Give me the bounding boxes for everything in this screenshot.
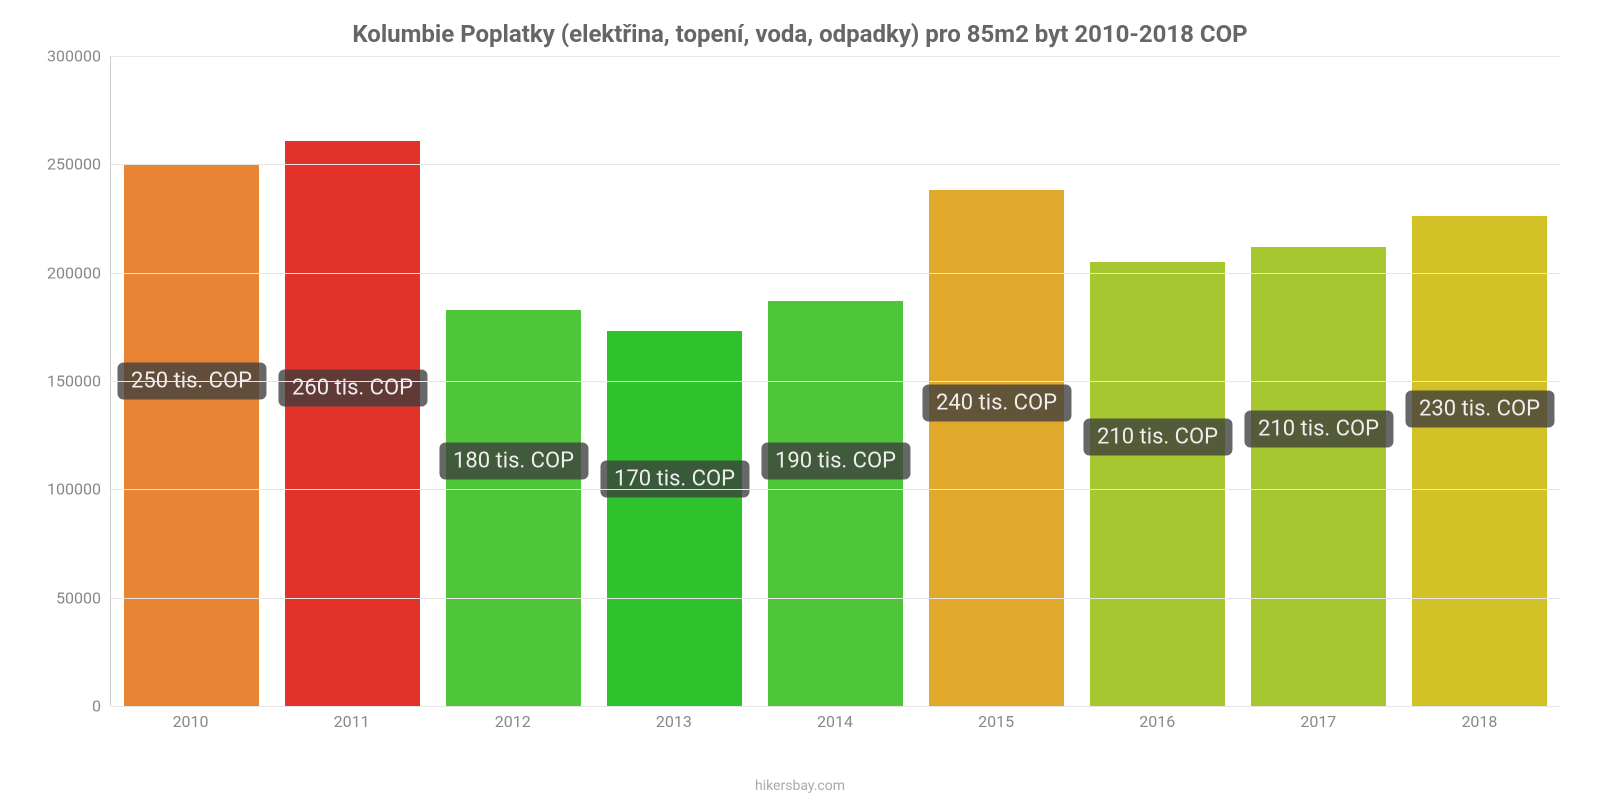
plot-area: 250 tis. COP260 tis. COP180 tis. COP170 … bbox=[110, 56, 1560, 706]
bar bbox=[124, 164, 259, 706]
bar-value-badge: 180 tis. COP bbox=[439, 443, 588, 480]
x-tick-label: 2017 bbox=[1238, 706, 1399, 736]
bar bbox=[1412, 216, 1547, 706]
x-tick-label: 2018 bbox=[1399, 706, 1560, 736]
x-tick-label: 2012 bbox=[432, 706, 593, 736]
x-tick-label: 2015 bbox=[916, 706, 1077, 736]
source-label: hikersbay.com bbox=[0, 778, 1600, 794]
y-tick-label: 200000 bbox=[47, 263, 111, 282]
bar-value-badge: 210 tis. COP bbox=[1083, 419, 1232, 456]
y-tick-label: 300000 bbox=[47, 47, 111, 66]
x-tick-label: 2013 bbox=[593, 706, 754, 736]
chart-title: Kolumbie Poplatky (elektřina, topení, vo… bbox=[30, 20, 1570, 48]
gridline bbox=[111, 56, 1560, 57]
gridline bbox=[111, 489, 1560, 490]
bar bbox=[768, 301, 903, 706]
x-tick-label: 2014 bbox=[754, 706, 915, 736]
x-tick-label: 2016 bbox=[1077, 706, 1238, 736]
bar-value-badge: 230 tis. COP bbox=[1405, 391, 1554, 428]
plot-region: 250 tis. COP260 tis. COP180 tis. COP170 … bbox=[110, 56, 1560, 736]
bar bbox=[285, 141, 420, 707]
y-tick-label: 0 bbox=[92, 697, 111, 716]
bar bbox=[1251, 247, 1386, 706]
bar bbox=[929, 190, 1064, 706]
gridline bbox=[111, 598, 1560, 599]
bar-value-badge: 240 tis. COP bbox=[922, 384, 1071, 421]
chart-container: Kolumbie Poplatky (elektřina, topení, vo… bbox=[0, 0, 1600, 800]
y-tick-label: 100000 bbox=[47, 480, 111, 499]
gridline bbox=[111, 164, 1560, 165]
x-axis: 201020112012201320142015201620172018 bbox=[110, 706, 1560, 736]
bar-value-badge: 190 tis. COP bbox=[761, 443, 910, 480]
bar bbox=[446, 310, 581, 707]
bar-value-badge: 260 tis. COP bbox=[278, 369, 427, 406]
gridline bbox=[111, 381, 1560, 382]
x-tick-label: 2011 bbox=[271, 706, 432, 736]
x-tick-label: 2010 bbox=[110, 706, 271, 736]
y-tick-label: 150000 bbox=[47, 372, 111, 391]
gridline bbox=[111, 273, 1560, 274]
bar-value-badge: 170 tis. COP bbox=[600, 460, 749, 497]
bar bbox=[607, 331, 742, 706]
y-tick-label: 50000 bbox=[56, 588, 111, 607]
y-tick-label: 250000 bbox=[47, 155, 111, 174]
bar-value-badge: 210 tis. COP bbox=[1244, 410, 1393, 447]
bar bbox=[1090, 262, 1225, 706]
